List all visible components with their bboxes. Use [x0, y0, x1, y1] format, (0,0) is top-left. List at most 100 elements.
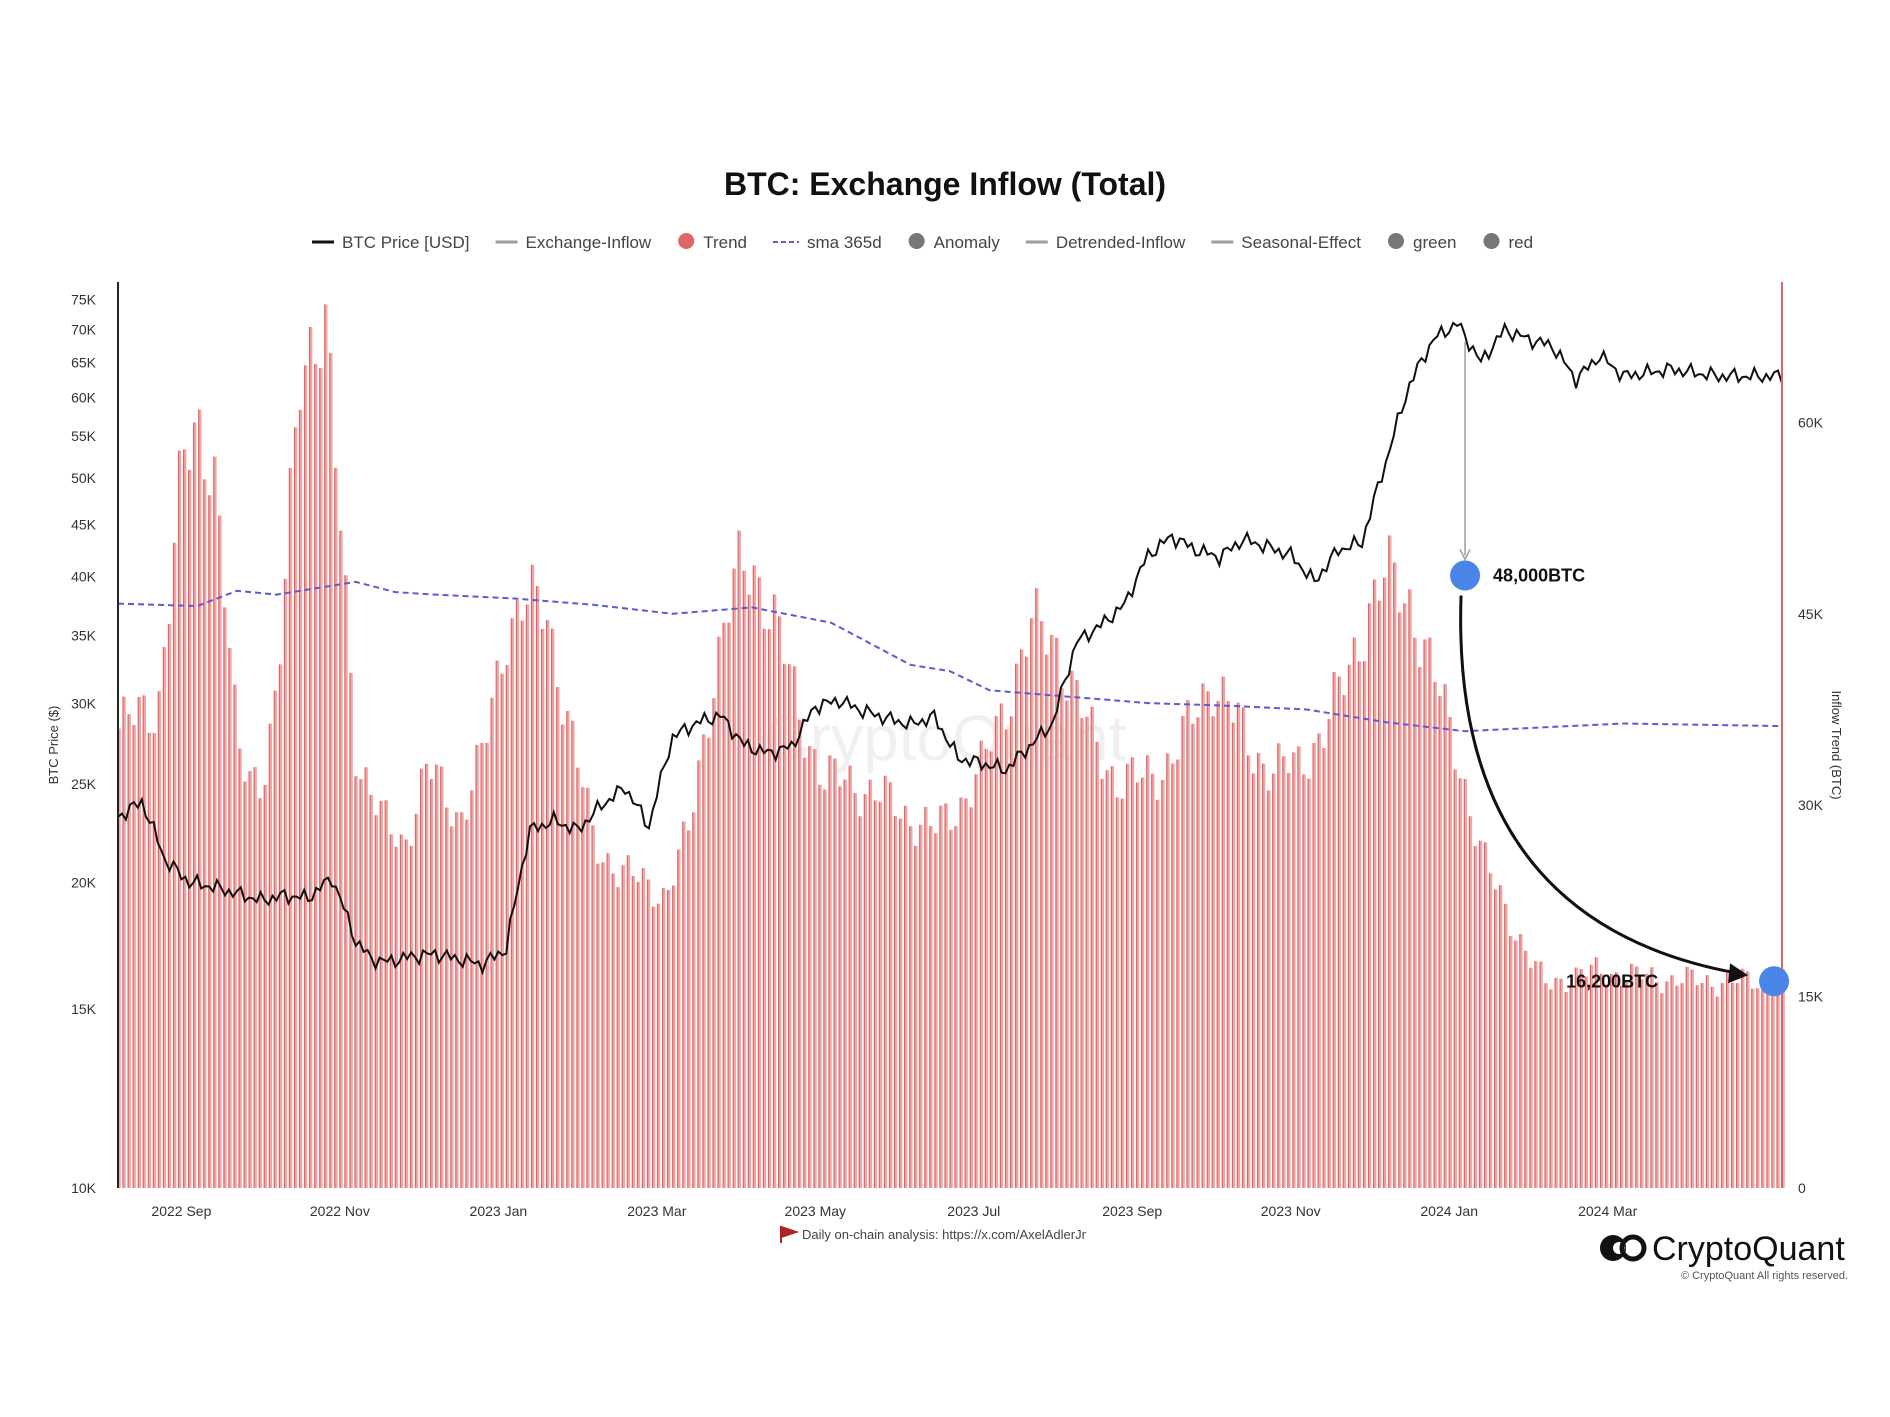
trend-bar: [566, 711, 570, 1188]
decline-arrowhead: [1728, 963, 1749, 984]
trend-bar: [1741, 968, 1745, 1188]
trend-bar: [1494, 889, 1498, 1188]
copyright: © CryptoQuant All rights reserved.: [1681, 1270, 1848, 1282]
trend-bar: [249, 771, 252, 1188]
trend-bar: [1308, 778, 1311, 1188]
trend-bar: [486, 742, 489, 1188]
trend-bar: [839, 786, 842, 1188]
trend-bar: [1071, 670, 1074, 1188]
trend-bar: [198, 409, 202, 1189]
trend-bar: [309, 327, 313, 1188]
left-tick-label: 15K: [71, 1001, 97, 1017]
trend-bar: [1358, 661, 1362, 1188]
trend-bar: [1282, 756, 1286, 1188]
trend-bar: [677, 849, 681, 1188]
trend-bar: [1524, 950, 1528, 1188]
trend-bar: [1514, 940, 1518, 1188]
brand-logo: CryptoQuant © CryptoQuant All rights res…: [1600, 1230, 1848, 1282]
peak-drop-arrowhead: [1459, 549, 1471, 562]
footer-note[interactable]: Daily on-chain analysis: https://x.com/A…: [780, 1225, 1087, 1243]
trend-bar: [400, 834, 404, 1188]
trend-bar: [1227, 701, 1231, 1188]
trend-bar: [894, 816, 898, 1188]
trend-bar: [1388, 535, 1392, 1188]
trend-bar: [662, 888, 666, 1188]
trend-bar: [1393, 562, 1397, 1188]
trend-bar: [561, 724, 565, 1188]
trend-bar: [1202, 683, 1205, 1188]
trend-bar: [597, 863, 600, 1188]
trend-bar: [1076, 680, 1079, 1188]
trend-bar: [657, 903, 661, 1188]
trend-bar: [1615, 972, 1619, 1188]
trend-bar: [128, 714, 131, 1188]
trend-bar: [299, 409, 303, 1188]
trend-bar: [1519, 934, 1523, 1188]
trend-bar: [1222, 676, 1226, 1188]
trend-bar: [1726, 973, 1730, 1188]
legend-marker: [908, 233, 925, 249]
trend-bar: [193, 422, 197, 1188]
trend-bar: [143, 695, 146, 1188]
trend-bar: [223, 607, 227, 1188]
right-tick-label: 30K: [1798, 797, 1824, 813]
trend-bar: [687, 830, 691, 1188]
trend-bar: [1429, 637, 1432, 1188]
trend-bar: [1176, 759, 1180, 1188]
legend-marker: [1388, 233, 1404, 249]
trend-bar: [1565, 992, 1568, 1188]
trend-bar: [1761, 978, 1765, 1188]
trend-bar: [718, 636, 721, 1188]
trend-bar: [1363, 661, 1367, 1188]
x-tick-label: 2023 Jul: [947, 1203, 1000, 1219]
trend-bar: [491, 697, 494, 1188]
footer-link-text[interactable]: Daily on-chain analysis: https://x.com/A…: [802, 1227, 1087, 1242]
trend-bar: [1378, 600, 1382, 1188]
trend-bar: [879, 801, 883, 1188]
trend-bar: [1192, 723, 1195, 1188]
trend-bar: [854, 793, 857, 1188]
trend-bar: [380, 800, 383, 1188]
legend-item-btc-price-usd-: BTC Price [USD]: [312, 233, 470, 252]
trend-bar: [1580, 969, 1584, 1188]
trend-bar: [682, 821, 686, 1188]
trend-bar: [1545, 983, 1548, 1188]
trend-bar: [586, 787, 590, 1188]
trend-bar: [531, 564, 535, 1188]
trend-bar: [1504, 903, 1508, 1188]
trend-bar: [1217, 701, 1220, 1188]
trend-bar: [1297, 746, 1301, 1188]
trend-bar: [1101, 778, 1105, 1188]
trend-bar: [1756, 988, 1760, 1188]
trend-bar: [183, 449, 187, 1188]
trend-bar: [1661, 993, 1664, 1188]
legend-item-green: green: [1388, 233, 1456, 252]
trend-bar: [1010, 716, 1014, 1188]
legend-item-red: red: [1483, 233, 1533, 252]
annotation-48000-label: 48,000BTC: [1493, 565, 1585, 585]
trend-bar: [264, 785, 267, 1188]
trend-bar: [909, 826, 913, 1188]
trend-bar: [995, 715, 999, 1188]
trend-bar: [1182, 715, 1185, 1188]
annotation-16200-label: 16,200BTC: [1566, 971, 1658, 991]
trend-bar: [213, 456, 217, 1189]
legend-label: sma 365d: [807, 233, 882, 252]
trend-bar: [1424, 639, 1427, 1188]
trend-bar: [884, 775, 888, 1188]
trend-bar: [808, 746, 812, 1188]
trend-bar: [1232, 722, 1236, 1188]
trend-bar: [1161, 779, 1165, 1188]
trend-bar: [314, 363, 318, 1188]
trend-bar: [1509, 936, 1513, 1188]
trend-bar: [1050, 634, 1054, 1188]
x-tick-label: 2024 Jan: [1420, 1203, 1478, 1219]
trend-bar: [1590, 964, 1594, 1188]
x-tick-label: 2023 Jan: [470, 1203, 528, 1219]
trend-bar: [1610, 973, 1614, 1188]
trend-bar: [460, 812, 464, 1188]
trend-bar: [425, 763, 429, 1188]
trend-bar: [410, 845, 414, 1188]
trend-bar: [793, 666, 797, 1188]
